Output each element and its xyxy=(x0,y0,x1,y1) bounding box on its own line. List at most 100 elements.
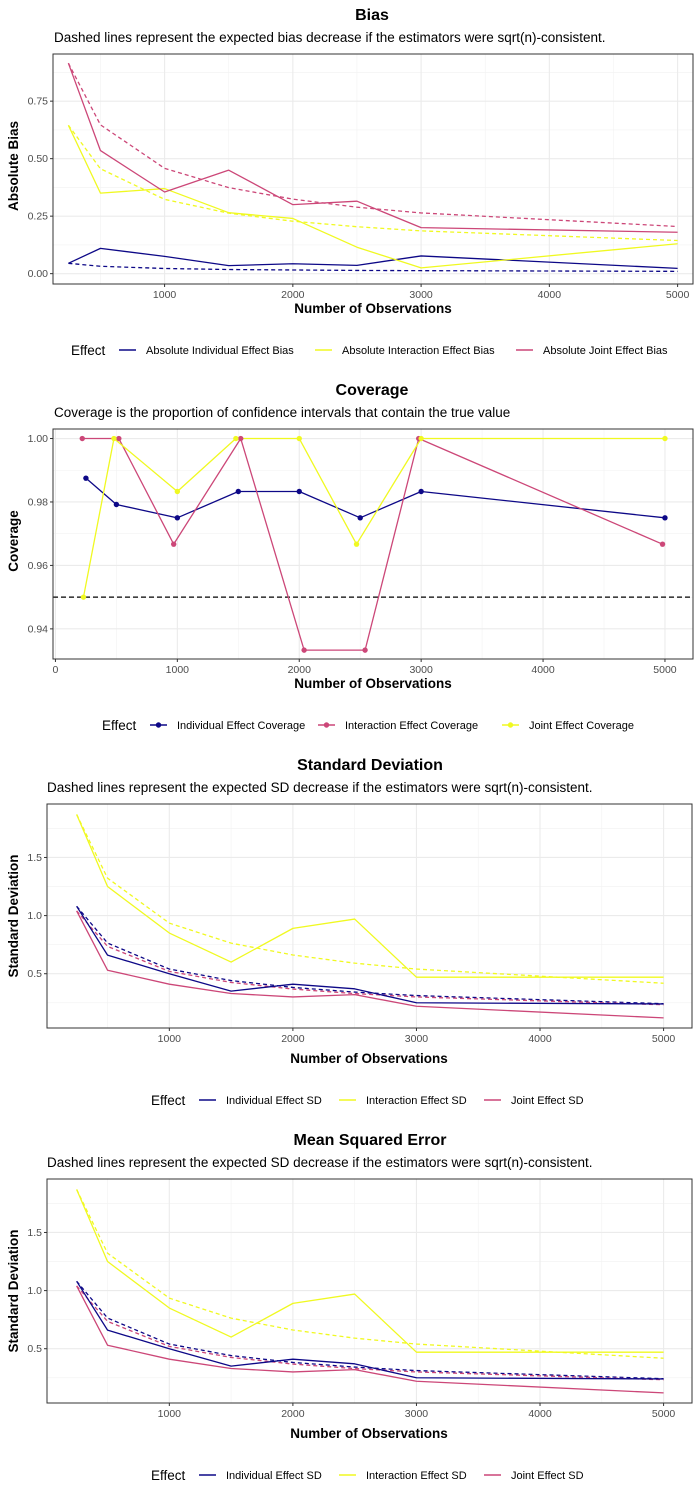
legend-label-interaction: Absolute Interaction Effect Bias xyxy=(342,345,495,357)
x-axis-title: Number of Observations xyxy=(290,1426,448,1441)
panel-background xyxy=(53,429,693,659)
series-line xyxy=(76,910,664,1019)
x-tick-label: 3000 xyxy=(409,289,433,301)
x-tick-label: 0 xyxy=(53,664,59,676)
legend-label-individual: Individual Effect SD xyxy=(226,1095,322,1107)
panel-border xyxy=(52,53,694,285)
y-tick-label: 0.94 xyxy=(28,623,49,635)
expected-decrease-line xyxy=(68,262,678,273)
series-line xyxy=(68,247,678,270)
series-line xyxy=(82,437,663,651)
data-point xyxy=(174,488,181,495)
panel-border xyxy=(52,428,694,660)
y-tick-label: 1.00 xyxy=(28,433,49,445)
coverage-chart: 0 1000 2000 3000 4000 5000 0.94 0.96 0.98 1.00 Co… xyxy=(6,382,694,733)
legend-key-point xyxy=(155,722,162,728)
x-tick-label: 2000 xyxy=(288,664,312,676)
data-point xyxy=(418,488,424,495)
expected-decrease-line xyxy=(67,62,678,228)
legend-title: Effect xyxy=(151,1093,186,1108)
data-point xyxy=(418,435,424,442)
plot-area: 1000 2000 3000 4000 5000 0.00 0.25 0.50 0.75 xyxy=(28,53,694,301)
data-point xyxy=(662,515,668,521)
expected-decrease-line xyxy=(76,905,664,1005)
expected-decrease-line xyxy=(76,910,664,1006)
panel-background xyxy=(53,54,693,284)
legend-label-individual: Absolute Individual Effect Bias xyxy=(146,345,294,357)
y-axis-title: Standard Deviation xyxy=(6,854,21,977)
legend-label-joint: Joint Effect SD xyxy=(511,1095,584,1107)
expected-decrease-line xyxy=(67,124,678,242)
x-tick-label: 5000 xyxy=(666,289,690,301)
series-line xyxy=(85,477,666,519)
y-tick-label: 0.5 xyxy=(27,968,42,980)
chart-title: Mean Squared Error xyxy=(294,1132,447,1149)
y-axis-title: Coverage xyxy=(6,510,21,572)
x-axis-title: Number of Observations xyxy=(290,1051,448,1066)
y-tick-label: 1.0 xyxy=(27,910,42,922)
plot-area: 0 1000 2000 3000 4000 5000 0.94 0.96 0.98 1.00 xyxy=(28,428,694,676)
legend-title: Effect xyxy=(71,343,106,358)
data-point xyxy=(233,435,239,442)
x-axis-title: Number of Observations xyxy=(294,676,452,691)
data-point xyxy=(357,515,363,521)
expected-decrease-line xyxy=(76,1280,664,1380)
legend-label-interaction: Interaction Effect SD xyxy=(366,1470,467,1482)
series-line xyxy=(76,905,664,1005)
data-point xyxy=(116,435,122,442)
x-tick-label: 2000 xyxy=(281,289,305,301)
data-point xyxy=(353,541,360,547)
chart-subtitle: Dashed lines represent the expected SD d… xyxy=(47,1155,593,1170)
plot-area: 1000 2000 3000 4000 5000 0.5 1.0 1.5 xyxy=(27,803,693,1045)
data-point xyxy=(662,435,668,442)
x-axis-title: Number of Observations xyxy=(294,301,452,316)
data-point xyxy=(174,515,181,521)
y-tick-label: 0.75 xyxy=(28,96,49,108)
y-tick-label: 1.0 xyxy=(27,1285,42,1297)
standard-deviation-chart: 1000 2000 3000 4000 5000 0.5 1.0 1.5 Standard D… xyxy=(6,757,693,1108)
x-tick-label: 1000 xyxy=(166,664,190,676)
mean-squared-error-chart: 1000 2000 3000 4000 5000 0.5 1.0 1.5 Mean Squar… xyxy=(6,1132,693,1483)
y-tick-label: 1.5 xyxy=(27,1227,42,1239)
data-point xyxy=(235,488,241,495)
data-point xyxy=(170,541,177,547)
data-point xyxy=(83,475,89,481)
legend-label-joint: Joint Effect Coverage xyxy=(529,720,634,732)
data-point xyxy=(362,647,368,653)
data-point xyxy=(659,541,666,547)
data-point xyxy=(301,647,307,653)
x-tick-label: 1000 xyxy=(158,1033,182,1045)
legend-title: Effect xyxy=(102,718,137,733)
chart-subtitle: Dashed lines represent the expected bias… xyxy=(54,30,606,45)
y-axis-title: Absolute Bias xyxy=(6,121,21,211)
x-tick-label: 3000 xyxy=(405,1408,429,1420)
data-point xyxy=(296,435,302,442)
y-axis-title: Standard Deviation xyxy=(6,1229,21,1352)
legend-label-individual: Individual Effect SD xyxy=(226,1470,322,1482)
data-point xyxy=(80,594,87,600)
y-tick-label: 0.00 xyxy=(28,268,49,280)
series-line xyxy=(76,1189,664,1353)
y-tick-label: 0.50 xyxy=(28,153,49,165)
y-tick-label: 0.98 xyxy=(28,496,49,508)
series-line xyxy=(82,437,665,598)
data-point xyxy=(296,488,302,495)
x-tick-label: 1000 xyxy=(153,289,177,301)
x-tick-label: 4000 xyxy=(531,664,555,676)
x-tick-label: 5000 xyxy=(652,1033,676,1045)
bias-chart: 1000 2000 3000 4000 5000 0.00 0.25 0.50 0.75 Bia… xyxy=(6,7,694,358)
x-tick-label: 4000 xyxy=(528,1033,552,1045)
chart-subtitle: Dashed lines represent the expected SD d… xyxy=(47,780,593,795)
x-tick-label: 5000 xyxy=(652,1408,676,1420)
legend-label-interaction: Interaction Effect Coverage xyxy=(345,720,478,732)
plot-area: 1000 2000 3000 4000 5000 0.5 1.0 1.5 xyxy=(27,1178,693,1420)
series-line xyxy=(76,1285,664,1394)
x-tick-label: 4000 xyxy=(528,1408,552,1420)
y-tick-label: 1.5 xyxy=(27,852,42,864)
series-line xyxy=(67,62,678,233)
data-point xyxy=(79,435,85,442)
x-tick-label: 3000 xyxy=(405,1033,429,1045)
x-tick-label: 4000 xyxy=(538,289,562,301)
data-point xyxy=(238,435,244,442)
legend-key-point xyxy=(323,722,330,728)
